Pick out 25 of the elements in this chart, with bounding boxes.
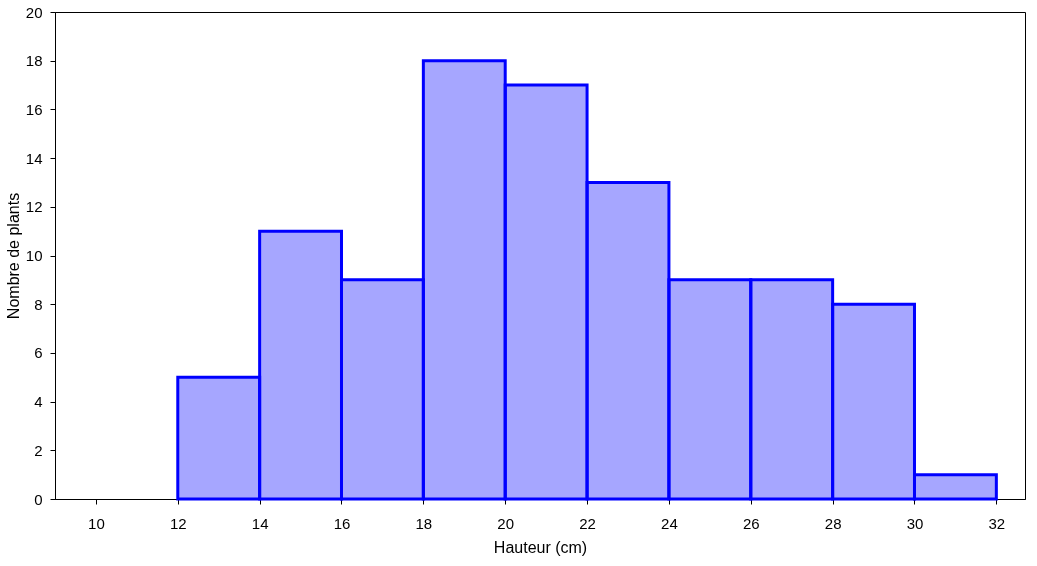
y-axis-title: Nombre de plants bbox=[4, 192, 22, 320]
y-tick-label: 16 bbox=[25, 100, 43, 118]
x-tick-label: 18 bbox=[415, 514, 433, 532]
x-tick-label: 22 bbox=[579, 514, 596, 532]
x-axis-title: Hauteur (cm) bbox=[493, 538, 588, 556]
x-tick-label: 32 bbox=[988, 514, 1006, 532]
x-tick-label: 20 bbox=[497, 514, 515, 532]
y-tick-label: 6 bbox=[34, 344, 43, 362]
y-tick-label: 18 bbox=[25, 52, 43, 70]
x-tick-label: 28 bbox=[824, 514, 842, 532]
y-tick-label: 2 bbox=[34, 441, 43, 459]
y-tick-label: 8 bbox=[34, 295, 43, 313]
x-tick-label: 26 bbox=[742, 514, 760, 532]
x-tick-label: 30 bbox=[906, 514, 924, 532]
y-tick-label: 10 bbox=[25, 247, 43, 264]
x-tick-label: 14 bbox=[251, 514, 269, 532]
y-tick-label: 20 bbox=[25, 3, 43, 21]
x-tick-label: 10 bbox=[88, 514, 105, 532]
x-tick-label: 12 bbox=[169, 514, 187, 532]
y-tick-label: 0 bbox=[34, 490, 43, 508]
y-tick-label: 4 bbox=[34, 393, 43, 411]
x-tick-label: 24 bbox=[661, 514, 678, 532]
y-tick-label: 12 bbox=[25, 198, 43, 216]
x-tick-label: 16 bbox=[333, 514, 351, 532]
y-tick-label: 14 bbox=[25, 149, 43, 167]
